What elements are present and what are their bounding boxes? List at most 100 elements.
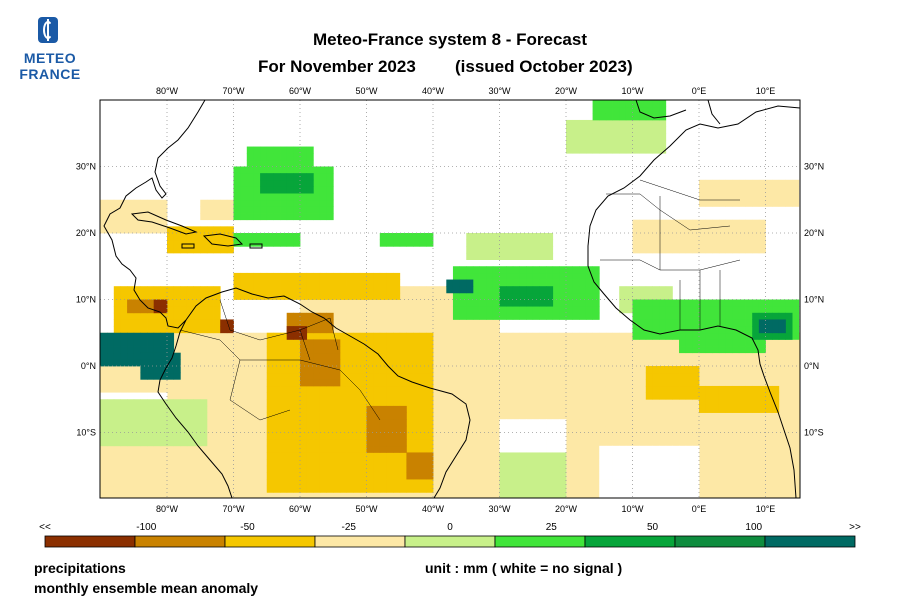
anomaly-cell-light-negative (685, 219, 693, 227)
anomaly-cell-light-negative (472, 366, 480, 374)
anomaly-cell-moderate-negative (386, 272, 394, 280)
anomaly-cell-light-negative (805, 333, 812, 340)
anomaly-cell-moderate-negative (293, 479, 301, 487)
anomaly-cell-moderate-negative (379, 339, 387, 347)
no-signal-cell (632, 492, 640, 498)
anomaly-cell-light-negative (752, 186, 760, 194)
anomaly-cell-light-positive (512, 246, 520, 254)
no-signal-cell (632, 465, 640, 473)
anomaly-cell-light-negative (546, 399, 554, 407)
anomaly-cell-light-negative (599, 412, 607, 420)
anomaly-cell-moderate-negative (153, 326, 161, 334)
anomaly-cell-light-negative (446, 352, 454, 360)
anomaly-cell-light-negative (732, 199, 740, 207)
anomaly-cell-light-negative (526, 385, 534, 393)
anomaly-cell-moderate-negative (273, 425, 281, 433)
anomaly-cell-light-negative (718, 186, 726, 194)
anomaly-cell-moderate-negative (339, 485, 347, 493)
anomaly-cell-light-negative (592, 479, 600, 487)
anomaly-cell-light-negative (113, 219, 121, 227)
anomaly-cell-light-negative (486, 379, 494, 387)
anomaly-cell-moderate-negative (180, 326, 188, 334)
anomaly-cell-strong-negative (393, 412, 401, 420)
anomaly-cell-light-negative (599, 419, 607, 427)
anomaly-cell-light-positive (180, 432, 188, 440)
anomaly-cell-light-negative (619, 425, 627, 433)
no-signal-cell (632, 472, 640, 480)
anomaly-cell-moderate-negative (353, 419, 361, 427)
no-signal-cell (625, 479, 633, 487)
logo-text-meteo: METEO (23, 50, 77, 66)
anomaly-cell-light-negative (466, 339, 474, 347)
anomaly-cell-moderate-negative (419, 352, 427, 360)
anomaly-cell-moderate-negative (346, 359, 354, 367)
anomaly-cell-light-negative (712, 359, 720, 367)
anomaly-cell-light-negative (213, 432, 221, 440)
anomaly-cell-light-negative (379, 306, 387, 314)
anomaly-cell-light-negative (167, 452, 175, 460)
anomaly-cell-moderate-negative (353, 405, 361, 413)
anomaly-cell-light-positive (512, 239, 520, 247)
anomaly-cell-light-negative (353, 312, 361, 320)
anomaly-cell-light-negative (745, 459, 753, 467)
anomaly-cell-moderate-negative (346, 339, 354, 347)
anomaly-cell-light-negative (679, 352, 687, 360)
anomaly-cell-moderate-negative (273, 445, 281, 453)
anomaly-cell-light-negative (765, 372, 773, 380)
anomaly-cell-light-negative (745, 372, 753, 380)
anomaly-cell-light-negative (319, 306, 327, 314)
anomaly-cell-moderate-negative (280, 339, 288, 347)
anomaly-cell-moderate-negative (353, 465, 361, 473)
anomaly-cell-light-negative (260, 459, 268, 467)
anomaly-cell-light-negative (778, 432, 786, 440)
anomaly-cell-strong-negative (127, 306, 135, 314)
anomaly-cell-light-negative (433, 372, 441, 380)
anomaly-cell-light-negative (366, 326, 374, 334)
anomaly-cell-moderate-negative (339, 292, 347, 300)
anomaly-cell-moderate-negative (353, 286, 361, 294)
anomaly-cell-moderate-negative (339, 346, 347, 354)
anomaly-cell-light-negative (619, 385, 627, 393)
anomaly-cell-light-negative (772, 352, 780, 360)
no-signal-cell (645, 445, 653, 453)
anomaly-cell-light-negative (685, 419, 693, 427)
anomaly-cell-light-negative (625, 419, 633, 427)
anomaly-cell-moderate-negative (732, 405, 740, 413)
anomaly-cell-moderate-negative (359, 385, 367, 393)
anomaly-cell-light-negative (552, 405, 560, 413)
anomaly-cell-light-negative (539, 372, 547, 380)
anomaly-cell-moderate-negative (206, 246, 214, 254)
anomaly-cell-moderate-negative (665, 379, 673, 387)
anomaly-cell-light-negative (206, 412, 214, 420)
anomaly-cell-moderate-negative (339, 366, 347, 374)
anomaly-cell-moderate-negative (266, 279, 274, 287)
anomaly-cell-light-negative (805, 406, 812, 413)
anomaly-cell-light-negative (685, 239, 693, 247)
anomaly-cell-light-negative (160, 206, 168, 214)
anomaly-cell-moderate-negative (286, 372, 294, 380)
anomaly-cell-moderate-negative (300, 399, 308, 407)
anomaly-cell-light-negative (812, 399, 819, 406)
anomaly-cell-strong-negative (313, 339, 321, 347)
anomaly-cell-light-negative (778, 485, 786, 493)
anomaly-cell-light-negative (792, 346, 800, 354)
anomaly-cell-light-negative (260, 425, 268, 433)
anomaly-cell-light-negative (492, 326, 500, 334)
anomaly-cell-light-positive (526, 239, 534, 247)
anomaly-cell-moderate-negative (353, 359, 361, 367)
anomaly-cell-moderate-negative (346, 286, 354, 294)
anomaly-cell-moderate-negative (293, 372, 301, 380)
anomaly-cell-strong-negative (319, 379, 327, 387)
anomaly-cell-light-negative (625, 399, 633, 407)
anomaly-cell-moderate-negative (213, 286, 221, 294)
anomaly-cell-moderate-negative (386, 385, 394, 393)
anomaly-cell-light-negative (752, 459, 760, 467)
anomaly-cell-light-negative (100, 206, 108, 214)
anomaly-cell-light-negative (506, 372, 514, 380)
anomaly-cell-strong-negative (286, 312, 294, 320)
anomaly-cell-light-negative (300, 492, 308, 498)
anomaly-cell-light-negative (725, 412, 733, 420)
anomaly-cell-light-negative (220, 425, 228, 433)
anomaly-cell-light-negative (685, 352, 693, 360)
anomaly-cell-light-negative (466, 405, 474, 413)
